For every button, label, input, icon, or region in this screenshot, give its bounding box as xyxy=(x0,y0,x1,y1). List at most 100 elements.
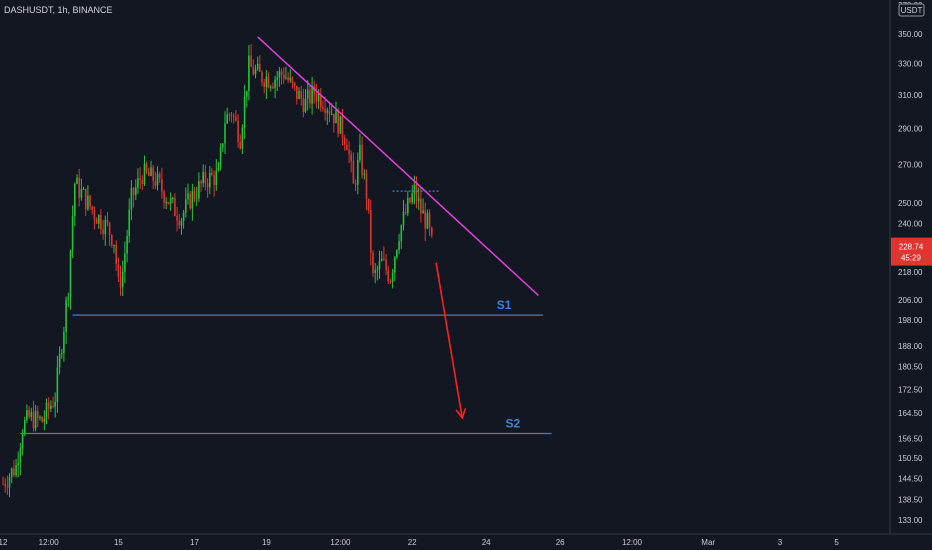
candle-body xyxy=(182,212,185,221)
price-tick-label: 156.50 xyxy=(898,434,923,443)
candle-body xyxy=(69,250,72,298)
price-tick-label: 206.00 xyxy=(898,296,923,305)
candle-body xyxy=(98,215,100,224)
candle-body xyxy=(252,66,255,75)
candle-body xyxy=(367,198,370,210)
candle-body xyxy=(58,354,61,368)
candle-body xyxy=(378,261,381,270)
time-axis[interactable]: 12 12:00 15 17 19 12:00 22 24 26 12:00 Mar 3 5 xyxy=(0,538,839,547)
candle-body xyxy=(102,229,104,235)
candle-body xyxy=(402,211,405,226)
candle-body xyxy=(280,71,283,75)
currency-badge[interactable] xyxy=(898,3,925,17)
candle-body xyxy=(71,216,74,251)
time-tick-label: 12 xyxy=(0,538,8,547)
candle-body xyxy=(422,210,424,214)
candle-body xyxy=(213,175,215,186)
candle-body xyxy=(352,161,355,184)
candle-body xyxy=(317,93,320,102)
candle-body xyxy=(2,483,4,485)
candle-body xyxy=(78,177,80,198)
candle-body xyxy=(93,210,96,220)
candle-body xyxy=(121,271,124,288)
candle-body xyxy=(113,245,115,246)
current-price-tag: 228.74 45:29 xyxy=(891,237,932,266)
candle-body xyxy=(139,178,141,180)
candle-body xyxy=(383,258,385,260)
projection-arrow[interactable] xyxy=(435,262,463,418)
candle-body xyxy=(8,476,11,488)
candle-body xyxy=(195,198,198,200)
candle-body xyxy=(285,77,287,79)
candle-body xyxy=(304,98,307,112)
time-tick-label: 17 xyxy=(190,538,199,547)
candle-body xyxy=(394,257,396,273)
candle-body xyxy=(289,77,292,81)
price-tick-label: 270.00 xyxy=(898,160,923,169)
candle-body xyxy=(130,188,133,210)
resistance-trendline[interactable] xyxy=(257,36,539,296)
candle-body xyxy=(346,144,348,150)
candle-body xyxy=(74,184,76,217)
time-tick-label: 22 xyxy=(408,538,417,547)
candle-body xyxy=(291,77,294,83)
candle-body xyxy=(54,401,56,407)
price-tick-label: 144.50 xyxy=(898,474,923,483)
candle-body xyxy=(28,410,30,417)
candle-body xyxy=(230,115,233,117)
candle-body xyxy=(428,212,431,228)
candle-body xyxy=(41,417,43,423)
candle-body xyxy=(363,173,366,175)
candle-body xyxy=(108,222,111,236)
candle-body xyxy=(204,171,207,184)
candle-body xyxy=(322,106,324,109)
current-price-value: 228.74 xyxy=(899,243,924,252)
candle-body xyxy=(389,281,392,283)
candle-body xyxy=(350,154,352,162)
candle-body xyxy=(265,76,268,87)
support-label-s2: S2 xyxy=(506,417,521,431)
candle-body xyxy=(306,89,309,99)
price-tick-label: 250.00 xyxy=(898,199,923,208)
candle-body xyxy=(167,202,170,204)
candle-body xyxy=(333,113,335,124)
candle-body xyxy=(135,187,137,196)
candle-body xyxy=(298,91,300,99)
candle-body xyxy=(235,116,237,121)
candle-body xyxy=(426,212,429,229)
candle-body xyxy=(420,198,422,214)
candle-body xyxy=(50,405,52,409)
candle-body xyxy=(82,188,85,190)
annotations-layer: S1 S2 xyxy=(20,36,552,435)
support-label-s1: S1 xyxy=(497,298,512,312)
candle-body xyxy=(391,272,394,283)
candle-body xyxy=(272,86,274,88)
candle-body xyxy=(365,173,368,199)
candle-body xyxy=(330,113,333,115)
candle-body xyxy=(302,98,305,112)
candle-body xyxy=(343,137,346,145)
candle-body xyxy=(296,85,298,99)
price-tick-label: 310.00 xyxy=(898,91,923,100)
candle-body xyxy=(189,193,191,209)
projection-arrow-head xyxy=(455,408,467,420)
candle-body xyxy=(100,215,102,230)
candle-body xyxy=(24,420,26,435)
candle-body xyxy=(293,82,296,86)
candle-body xyxy=(370,210,372,253)
candle-body xyxy=(407,197,409,214)
candle-body xyxy=(165,202,167,204)
candle-body xyxy=(45,402,48,419)
candle-body xyxy=(19,448,22,464)
candle-body xyxy=(374,270,376,273)
candle-body xyxy=(376,269,379,271)
candle-body xyxy=(250,55,252,67)
time-tick-label: 26 xyxy=(556,538,565,547)
candle-body xyxy=(198,181,200,199)
time-tick-label: 15 xyxy=(114,538,123,547)
price-tick-label: 164.50 xyxy=(898,409,923,418)
candle-body xyxy=(91,206,93,210)
candle-body xyxy=(141,180,144,184)
candle-body xyxy=(211,172,213,175)
